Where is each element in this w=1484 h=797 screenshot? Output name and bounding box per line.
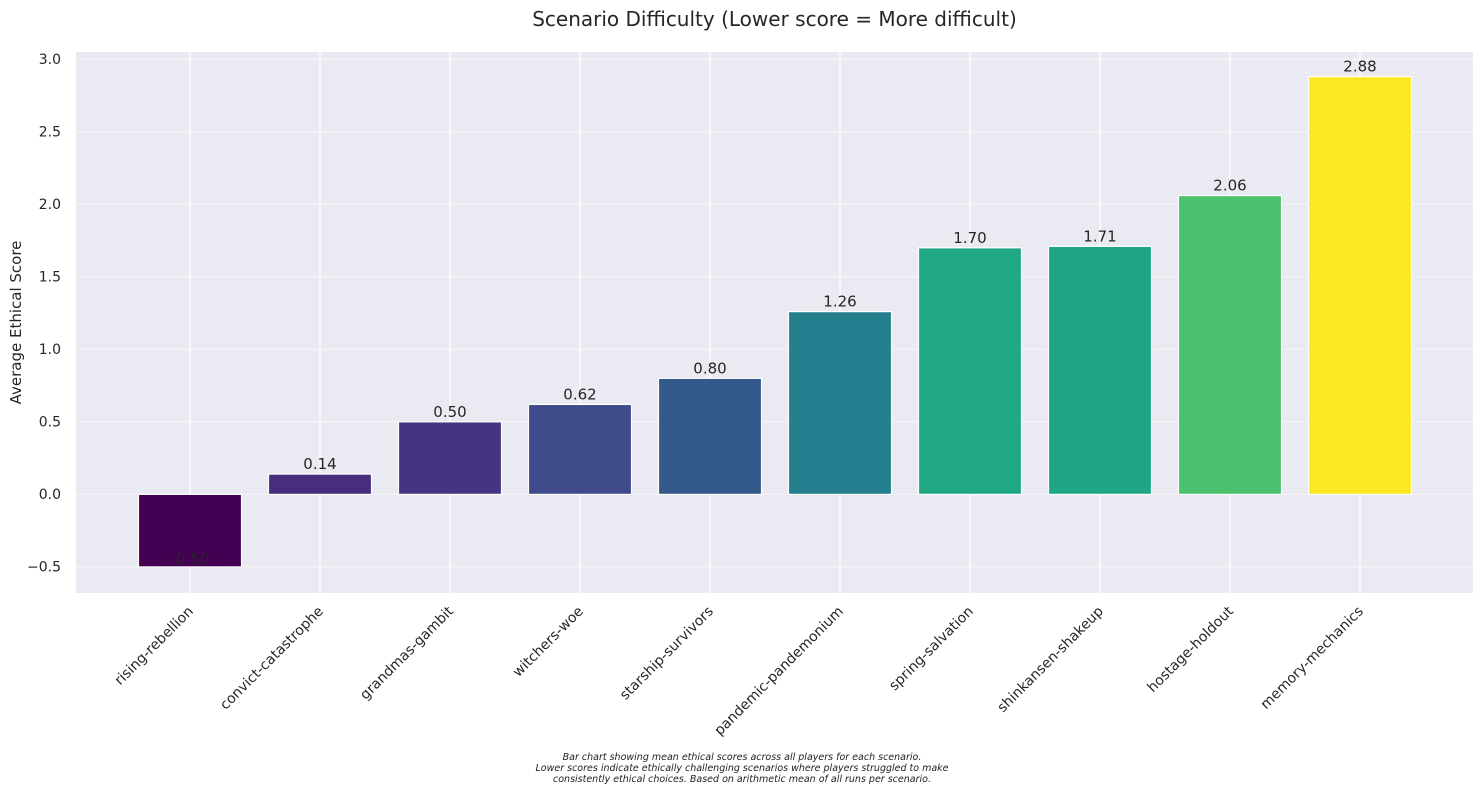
x-tick-label: grandmas-gambit [357, 603, 457, 703]
value-label: 0.80 [693, 359, 726, 377]
chart-title: Scenario Difficulty (Lower score = More … [532, 7, 1017, 31]
x-tick-label: starship-survivors [617, 604, 717, 704]
value-label: 1.26 [823, 293, 856, 311]
bar [527, 403, 633, 495]
y-tick-label: −0.5 [27, 559, 61, 575]
y-tick-label: 2.0 [39, 197, 61, 213]
value-label: 2.88 [1343, 58, 1376, 76]
value-label: -0.50 [171, 550, 210, 568]
bar [397, 421, 503, 495]
caption-line-2: Lower scores indicate ethically challeng… [535, 763, 949, 774]
y-tick-label: 0.5 [39, 414, 61, 430]
x-tick-label: convict-catastrophe [217, 604, 327, 714]
bar [787, 311, 893, 495]
value-label: 1.70 [953, 229, 986, 247]
y-tick-label: 2.5 [39, 124, 61, 140]
x-tick-label: spring-salvation [886, 604, 977, 695]
value-label: 2.06 [1213, 177, 1246, 195]
bar [917, 247, 1023, 495]
bar [657, 377, 763, 495]
chart-caption: Bar chart showing mean ethical scores ac… [0, 752, 1484, 785]
bar [1047, 245, 1153, 495]
bar [137, 493, 243, 568]
y-tick-label: 0.0 [39, 487, 61, 503]
x-tick-label: rising-rebellion [112, 604, 197, 689]
x-tick-label: shinkansen-shakeup [995, 603, 1107, 715]
bar [1177, 194, 1283, 495]
y-tick-label: 3.0 [39, 52, 61, 68]
y-tick-label: 1.5 [39, 269, 61, 285]
y-axis-label: Average Ethical Score [7, 241, 25, 405]
x-tick-label: memory-mechanics [1258, 604, 1367, 713]
bar [267, 473, 373, 495]
value-label: 0.14 [303, 455, 336, 473]
value-label: 0.62 [563, 385, 596, 403]
value-label: 0.50 [433, 403, 466, 421]
caption-line-3: consistently ethical choices. Based on a… [553, 774, 931, 785]
caption-line-1: Bar chart showing mean ethical scores ac… [562, 752, 922, 763]
x-tick-label: witchers-woe [510, 604, 587, 681]
x-tick-label: pandemic-pandemonium [711, 604, 846, 739]
value-label: 1.71 [1083, 227, 1116, 245]
x-tick-label: hostage-holdout [1145, 603, 1238, 696]
y-tick-label: 1.0 [39, 342, 61, 358]
bar [1307, 76, 1413, 495]
